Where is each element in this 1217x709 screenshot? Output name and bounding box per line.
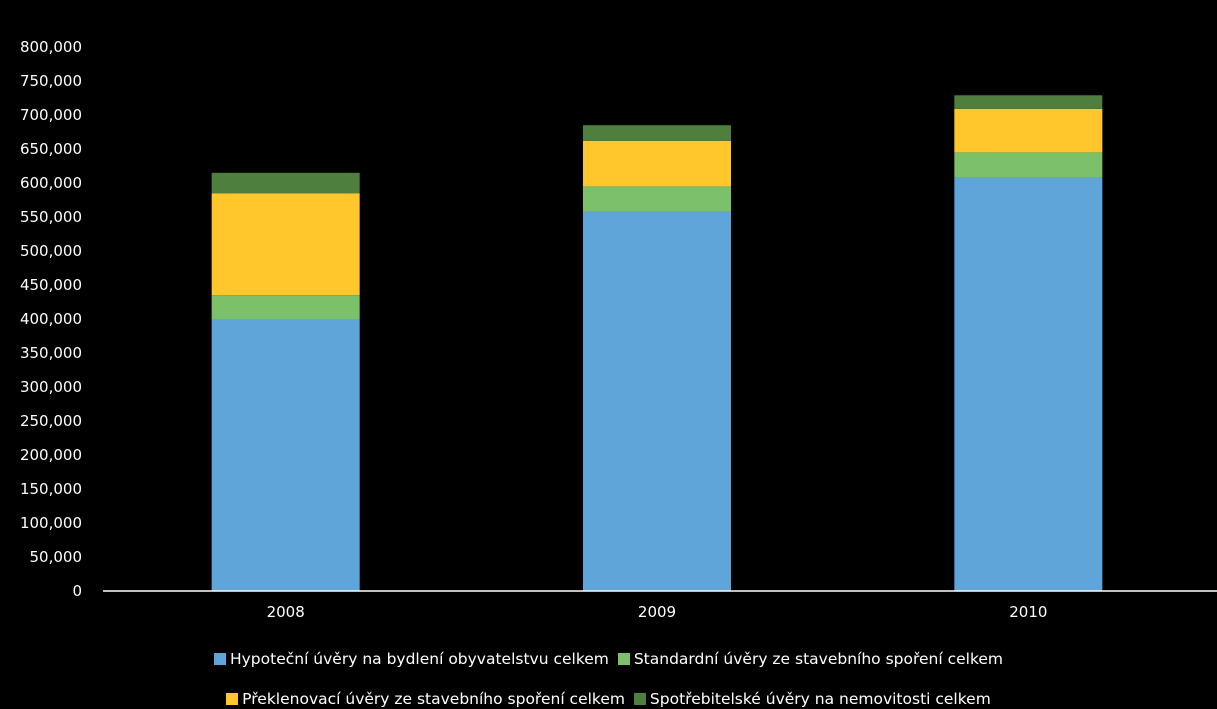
legend-item: Spotřebitelské úvěry na nemovitosti celk… [633,690,991,708]
x-tick-label: 2009 [638,603,676,621]
bar-segment [954,108,1103,153]
y-tick-label: 750,000 [20,72,82,90]
y-tick-label: 450,000 [20,276,82,294]
bar-segment [954,177,1103,591]
bar-segment [583,211,731,591]
y-axis: 0 50,000 100,000 150,000 200,000 250,000 300,0… [20,38,82,600]
y-tick-label: 250,000 [20,412,82,430]
y-tick-label: 0 [72,582,82,600]
legend-row-2: Překlenovací úvěry ze stavebního spoření… [0,690,1217,709]
legend-label: Standardní úvěry ze stavebního spoření c… [633,650,1004,668]
bar-segment [211,193,360,296]
y-tick-label: 350,000 [20,344,82,362]
legend-item: Překlenovací úvěry ze stavebního spoření… [226,690,625,708]
bar-segment [583,125,731,141]
legend-item: Hypoteční úvěry na bydlení obyvatelstvu … [213,650,609,668]
bars [211,95,1103,591]
legend-swatch [226,693,239,705]
y-tick-label: 600,000 [20,174,82,192]
legend-swatch [633,693,646,705]
x-axis: 2008 2009 2010 [267,603,1048,621]
y-tick-label: 300,000 [20,378,82,396]
y-tick-label: 100,000 [20,514,82,532]
bar-segment [954,95,1103,109]
legend-label: Spotřebitelské úvěry na nemovitosti celk… [649,690,991,708]
y-tick-label: 700,000 [20,106,82,124]
legend-label: Překlenovací úvěry ze stavebního spoření… [242,690,625,708]
bar-segment [583,140,731,187]
legend-label: Hypoteční úvěry na bydlení obyvatelstvu … [229,650,609,668]
y-tick-label: 550,000 [20,208,82,226]
y-tick-label: 200,000 [20,446,82,464]
y-tick-label: 800,000 [20,38,82,56]
legend-item: Standardní úvěry ze stavebního spoření c… [617,650,1004,668]
bar-segment [211,172,360,194]
x-tick-label: 2008 [267,603,305,621]
bar-segment [583,186,731,212]
bar-segment [211,295,360,319]
y-tick-label: 500,000 [20,242,82,260]
bar-segment [211,319,360,591]
y-tick-label: 650,000 [20,140,82,158]
bar-segment [954,152,1103,178]
legend-swatch [617,653,630,665]
y-tick-label: 50,000 [30,548,83,566]
legend-row-1: Hypoteční úvěry na bydlení obyvatelstvu … [0,650,1217,669]
y-tick-label: 150,000 [20,480,82,498]
legend-swatch [213,653,226,665]
x-tick-label: 2010 [1009,603,1047,621]
y-tick-label: 400,000 [20,310,82,328]
